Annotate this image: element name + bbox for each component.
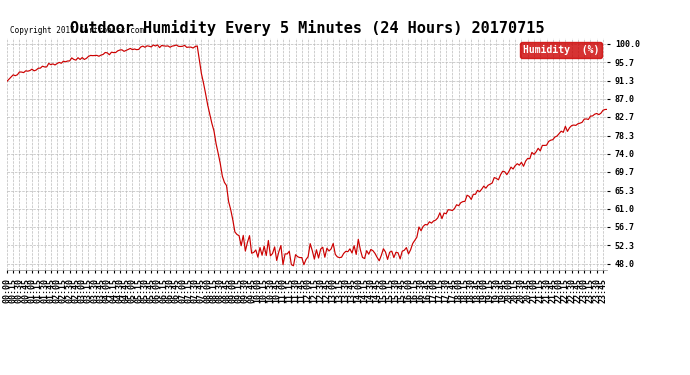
Legend: Humidity  (%): Humidity (%): [520, 42, 602, 58]
Text: Copyright 2017 Cartronics.com: Copyright 2017 Cartronics.com: [10, 26, 144, 35]
Title: Outdoor Humidity Every 5 Minutes (24 Hours) 20170715: Outdoor Humidity Every 5 Minutes (24 Hou…: [70, 20, 544, 36]
